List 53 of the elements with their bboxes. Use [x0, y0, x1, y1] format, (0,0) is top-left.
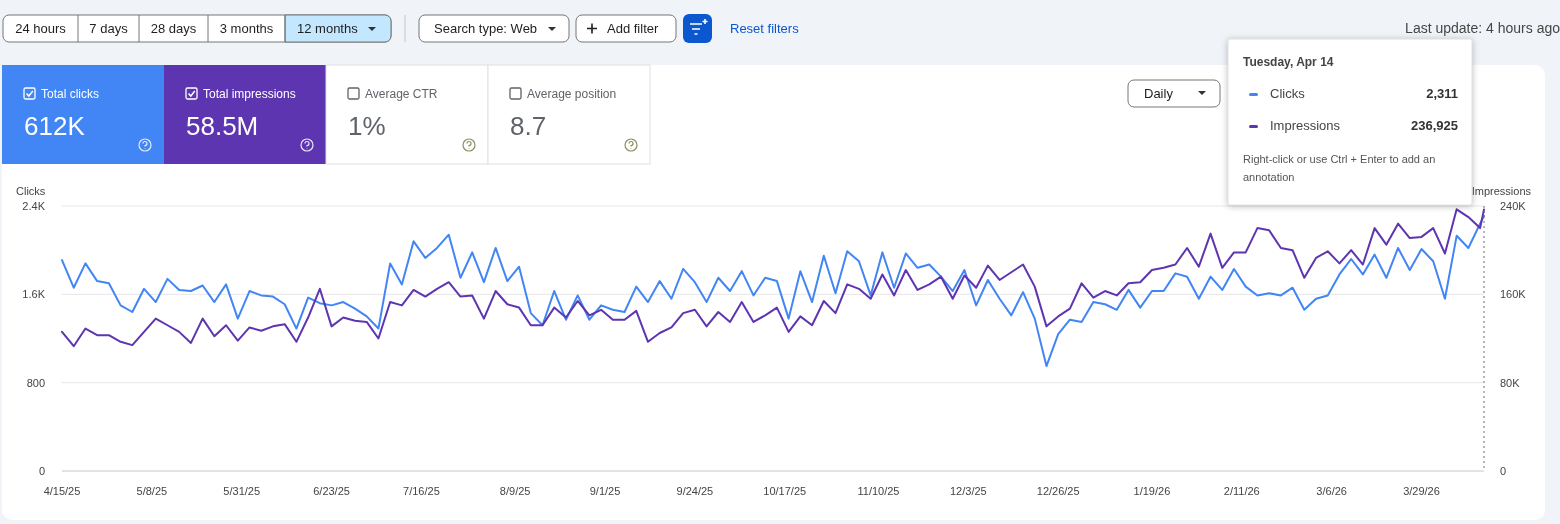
x-tick-label: 8/9/25 [499, 485, 531, 497]
y2-tick-label: 80K [1500, 376, 1521, 389]
text: Tuesday, Apr 14 [1243, 55, 1334, 69]
text: 58.5M [186, 111, 259, 141]
line-series [61, 208, 1485, 348]
text: Reset filters [730, 21, 800, 36]
x-tick-label: 6/23/25 [313, 485, 350, 497]
text: Right-click or use Ctrl + Enter to add an [1243, 153, 1436, 165]
x-tick-label: 5/31/25 [223, 485, 261, 497]
text: Daily [1144, 86, 1174, 101]
y2-axis-title: Impressions [1471, 185, 1532, 197]
y-tick-label: 0 [38, 465, 45, 477]
x-tick-label: 3/6/26 [1316, 485, 1347, 497]
text: 1% [348, 111, 386, 141]
text: 12 months [297, 21, 359, 36]
text: 8.7 [510, 111, 547, 141]
y-tick-label: 1.6K [22, 288, 46, 301]
text: Average CTR [365, 87, 438, 101]
y-tick-label: 800 [26, 376, 45, 389]
text: Search type: Web [434, 21, 538, 36]
x-tick-label: 2/11/26 [1223, 485, 1260, 497]
y2-tick-label: 0 [1500, 465, 1507, 477]
text: 28 days [150, 21, 197, 36]
text: 7 days [89, 21, 129, 36]
x-tick-label: 12/26/25 [1036, 485, 1080, 497]
text: 236,925 [1411, 118, 1458, 133]
x-tick-label: 1/19/26 [1133, 485, 1171, 497]
x-tick-label: 4/15/25 [43, 485, 81, 497]
x-tick-label: 3/29/26 [1403, 485, 1440, 497]
text: Average position [527, 87, 617, 101]
x-tick-label: 10/17/25 [763, 485, 807, 497]
y-axis-title: Clicks [16, 185, 46, 197]
text: 24 hours [15, 21, 67, 36]
legend-label: Clicks [1270, 86, 1306, 101]
y-tick-label: 2.4K [22, 200, 46, 212]
x-tick-label: 12/3/25 [949, 485, 987, 497]
x-tick-label: 11/10/25 [857, 485, 900, 497]
x-tick-label: 7/16/25 [403, 485, 440, 497]
y2-tick-label: 240K [1500, 200, 1527, 212]
text: annotation [1243, 171, 1295, 183]
line-series [61, 214, 1485, 368]
text: Add filter [607, 21, 659, 36]
text: Total impressions [203, 87, 296, 101]
x-tick-label: 9/24/25 [676, 485, 714, 497]
text: 612K [24, 111, 86, 141]
text: 2,311 [1426, 86, 1458, 101]
y2-tick-label: 160K [1500, 288, 1527, 301]
x-tick-label: 9/1/25 [589, 485, 621, 497]
text: Total clicks [41, 87, 100, 101]
text: 3 months [219, 21, 274, 36]
text: Last update: 4 hours ago [1405, 20, 1560, 36]
x-tick-label: 5/8/25 [136, 485, 168, 497]
legend-label: Impressions [1270, 118, 1341, 133]
